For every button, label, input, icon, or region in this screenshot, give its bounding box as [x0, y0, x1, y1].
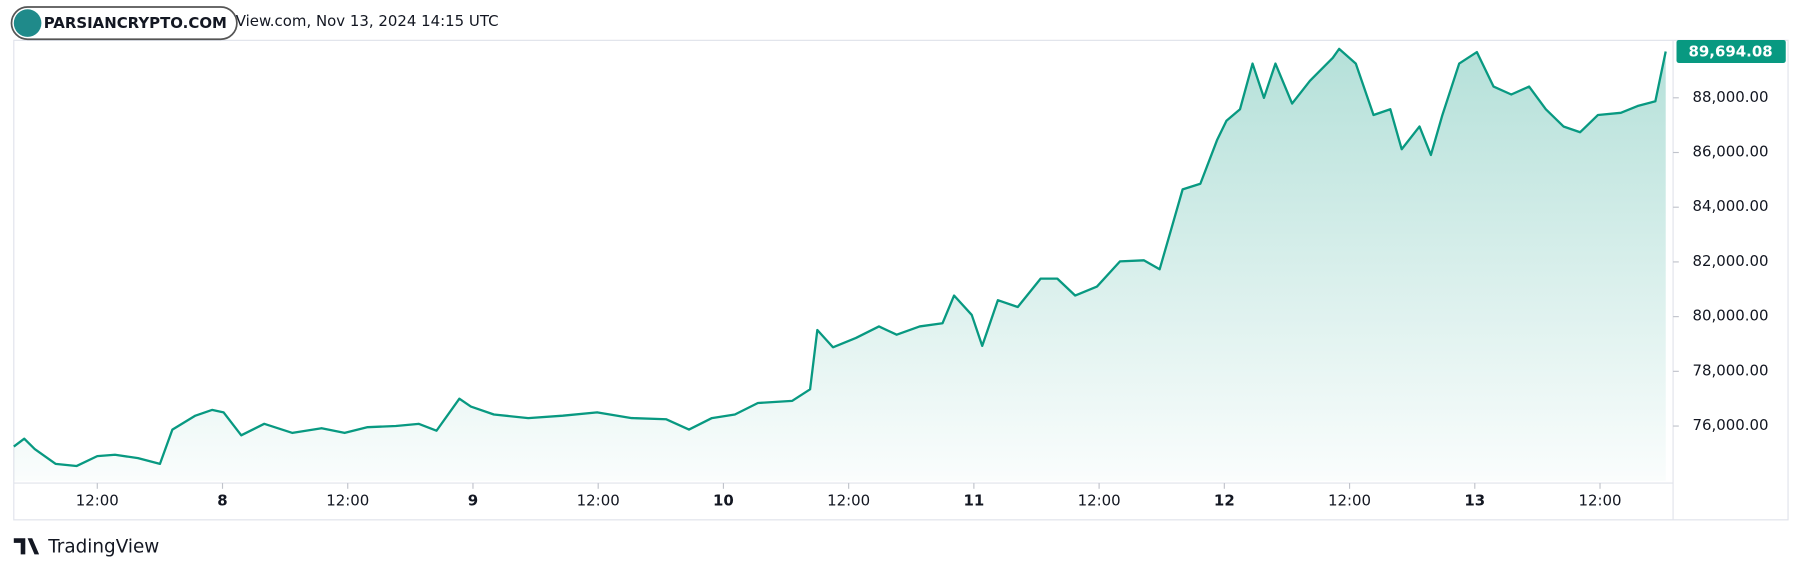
y-tick-label: 76,000.00	[1693, 416, 1769, 434]
x-tick-label: 12:00	[326, 491, 369, 509]
watermark-icon	[13, 9, 42, 37]
x-tick-label: 12:00	[1328, 491, 1371, 509]
y-tick-label: 80,000.00	[1693, 307, 1769, 325]
last-price-label: 89,694.08	[1689, 43, 1773, 61]
last-price-box	[1676, 39, 1786, 63]
x-tick-label: 8	[217, 491, 227, 509]
watermark-pill	[10, 6, 238, 41]
footer-brand: TradingView	[13, 536, 159, 557]
brand-logo	[13, 538, 40, 555]
x-tick-label: 13	[1464, 491, 1485, 509]
x-tick-label: 9	[468, 491, 478, 509]
y-tick-label: 86,000.00	[1693, 143, 1769, 161]
panel-border	[13, 39, 1789, 521]
x-tick-label: 12:00	[1078, 491, 1121, 509]
watermark: PARSIANCRYPTO.COM	[10, 6, 238, 41]
y-tick-label: 88,000.00	[1693, 88, 1769, 106]
y-tick-label: 82,000.00	[1693, 252, 1769, 270]
price-line	[13, 47, 1667, 468]
area-fill	[13, 48, 1666, 481]
y-tick-label: 78,000.00	[1693, 361, 1769, 379]
x-tick-label: 12:00	[827, 491, 870, 509]
y-tick-label: 84,000.00	[1693, 197, 1769, 215]
x-tick-label: 11	[963, 491, 984, 509]
watermark-text: PARSIANCRYPTO.COM	[44, 14, 227, 32]
x-tick-label: 12:00	[577, 491, 620, 509]
x-tick-label: 12	[1214, 491, 1235, 509]
x-tick-label: 10	[713, 491, 734, 509]
x-tick-label: 12:00	[76, 491, 119, 509]
brand-text: TradingView	[47, 536, 159, 557]
header-source: View.com, Nov 13, 2024 14:15 UTC	[236, 12, 499, 30]
x-tick-label: 12:00	[1578, 491, 1621, 509]
